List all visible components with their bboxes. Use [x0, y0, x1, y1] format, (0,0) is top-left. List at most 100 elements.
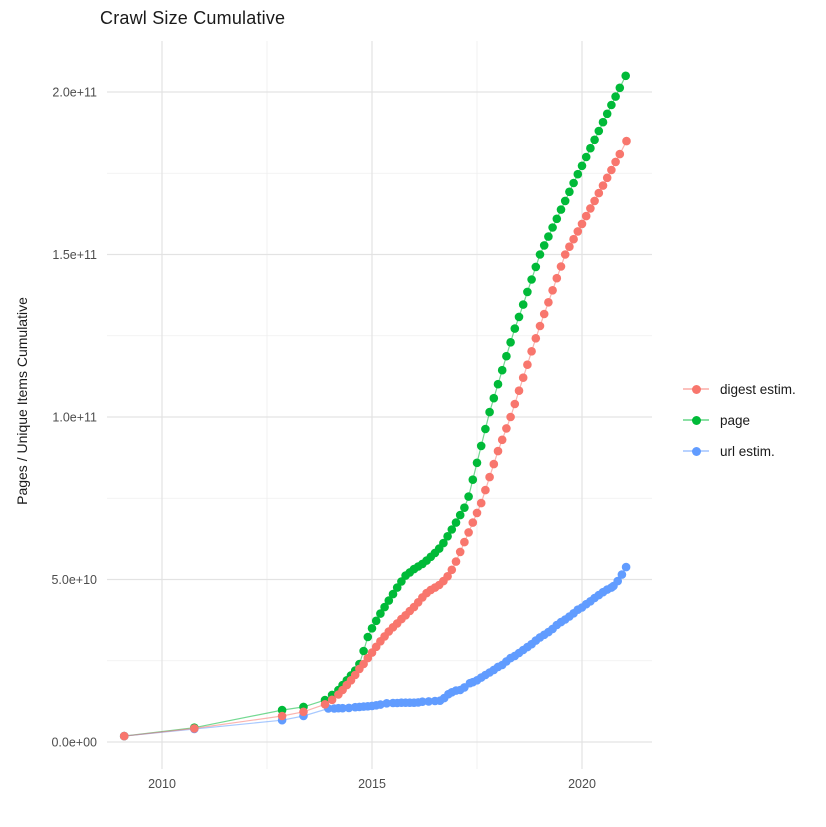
data-point — [594, 126, 604, 136]
data-point — [382, 699, 392, 708]
data-point — [548, 223, 557, 232]
data-point — [586, 143, 595, 153]
data-point — [552, 214, 562, 224]
data-point — [119, 731, 129, 741]
data-point — [594, 188, 604, 198]
data-point — [481, 424, 490, 434]
data-point — [502, 351, 511, 361]
data-point — [602, 173, 612, 183]
data-point — [493, 379, 503, 389]
data-point — [367, 624, 377, 633]
legend-item-digest-estim: digest estim. — [683, 380, 796, 398]
data-point — [581, 211, 591, 221]
data-point — [476, 441, 486, 451]
data-point — [590, 196, 599, 206]
data-point — [299, 707, 308, 717]
data-point — [539, 241, 549, 250]
data-point — [481, 485, 490, 495]
data-point — [493, 446, 503, 456]
data-point — [613, 576, 622, 586]
data-point — [581, 152, 591, 162]
data-point — [443, 532, 452, 541]
data-point — [447, 525, 457, 534]
data-point — [510, 324, 520, 333]
data-point — [556, 262, 566, 271]
data-point — [376, 609, 385, 618]
data-point — [622, 136, 631, 146]
legend: digest estim. page url estim. — [683, 380, 796, 460]
data-point — [388, 589, 398, 599]
legend-label-digest-estim: digest estim. — [720, 381, 796, 397]
data-point — [569, 178, 578, 188]
data-point — [447, 565, 457, 575]
data-point — [485, 407, 494, 417]
data-point — [489, 393, 499, 403]
data-point — [531, 334, 541, 343]
data-point — [531, 262, 541, 272]
data-point — [607, 100, 616, 110]
data-point — [602, 109, 612, 119]
data-point — [611, 92, 620, 101]
data-point — [573, 169, 583, 179]
data-point — [621, 562, 631, 572]
x-tick-label: 2020 — [568, 777, 596, 791]
data-point — [586, 204, 595, 213]
data-point — [359, 646, 368, 656]
legend-key-page-icon — [683, 413, 709, 427]
data-point — [338, 703, 347, 713]
series-page — [119, 71, 630, 741]
data-point — [523, 360, 532, 370]
series-digest-estim- — [119, 136, 631, 741]
data-point — [497, 435, 507, 445]
data-point — [518, 300, 528, 309]
data-point — [506, 338, 515, 347]
data-point — [424, 697, 434, 706]
data-point — [451, 557, 461, 566]
data-point — [617, 570, 627, 579]
data-point — [392, 583, 402, 592]
data-point — [527, 347, 536, 356]
data-point — [277, 711, 287, 721]
data-point — [565, 242, 574, 251]
data-point — [560, 196, 570, 206]
data-point — [598, 181, 608, 190]
data-point — [535, 250, 545, 259]
data-point — [544, 232, 553, 241]
data-point — [514, 386, 524, 396]
series-line — [124, 75, 627, 737]
legend-key-digest-estim-icon — [683, 382, 709, 396]
data-point — [439, 538, 448, 548]
data-point — [577, 219, 587, 229]
data-point — [565, 187, 574, 197]
data-point — [464, 492, 473, 501]
data-point — [344, 703, 354, 713]
data-point — [590, 135, 599, 145]
data-point — [460, 537, 469, 547]
data-point — [380, 602, 389, 612]
data-point — [502, 424, 511, 433]
data-point — [510, 399, 520, 409]
grid-lines — [107, 41, 652, 769]
data-point — [552, 273, 562, 283]
data-point — [485, 472, 494, 482]
data-point — [384, 596, 394, 605]
data-point — [598, 117, 608, 127]
data-point — [489, 459, 499, 469]
data-point — [460, 503, 469, 512]
data-point — [472, 508, 482, 518]
data-point — [523, 287, 532, 297]
data-point — [621, 71, 630, 81]
data-point — [371, 616, 381, 626]
legend-item-url-estim: url estim. — [683, 442, 796, 460]
data-point — [418, 697, 427, 706]
data-point — [443, 572, 452, 581]
data-point — [190, 724, 199, 733]
legend-label-url-estim: url estim. — [720, 443, 775, 459]
data-point — [320, 700, 330, 709]
data-point — [518, 373, 528, 383]
data-point — [476, 498, 486, 508]
data-point — [468, 475, 478, 485]
data-point — [327, 695, 337, 705]
